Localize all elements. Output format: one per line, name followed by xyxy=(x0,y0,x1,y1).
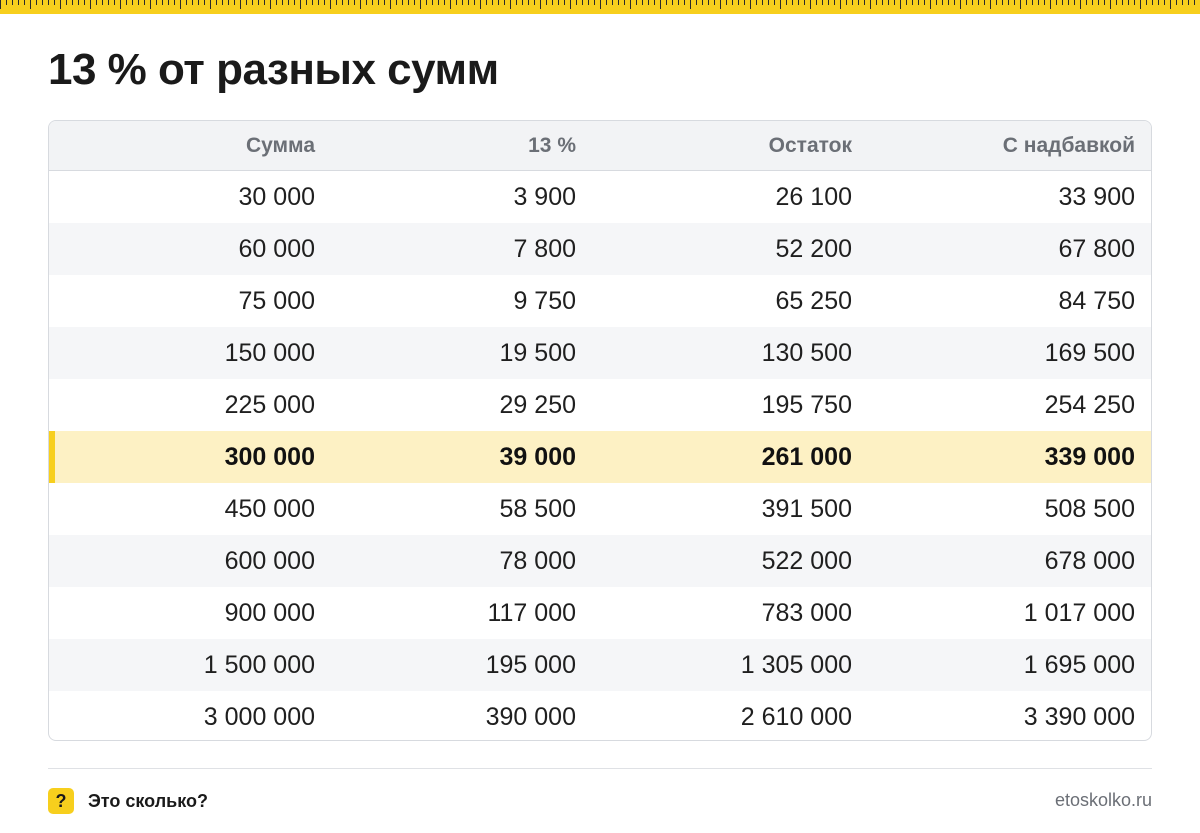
cell-with-surcharge: 508 500 xyxy=(1044,494,1135,523)
cell-amount: 150 000 xyxy=(224,338,315,367)
table-row: 150 000 19 500 130 500 169 500 xyxy=(49,327,1151,379)
cell-percent: 39 000 xyxy=(499,442,576,471)
cell-remainder: 1 305 000 xyxy=(740,650,852,679)
cell-remainder: 130 500 xyxy=(761,338,852,367)
header-percent: 13 % xyxy=(528,133,576,157)
cell-remainder: 65 250 xyxy=(775,286,852,315)
cell-with-surcharge: 1 695 000 xyxy=(1023,650,1135,679)
table-body: 30 000 3 900 26 100 33 900 60 000 7 800 52 200… xyxy=(49,171,1151,740)
cell-remainder: 391 500 xyxy=(761,494,852,523)
cell-percent: 19 500 xyxy=(499,338,576,367)
cell-amount: 75 000 xyxy=(238,286,315,315)
cell-with-surcharge: 678 000 xyxy=(1044,546,1135,575)
footer-divider xyxy=(48,768,1152,769)
cell-amount: 300 000 xyxy=(224,442,315,471)
cell-with-surcharge: 84 750 xyxy=(1058,286,1135,315)
cell-with-surcharge: 339 000 xyxy=(1044,442,1135,471)
question-mark-icon: ? xyxy=(48,788,74,814)
cell-with-surcharge: 33 900 xyxy=(1058,182,1135,211)
page-title: 13 % от разных сумм xyxy=(48,45,499,94)
table-row: 300 000 39 000 261 000 339 000 xyxy=(49,431,1151,483)
cell-percent: 390 000 xyxy=(485,702,576,731)
cell-with-surcharge: 254 250 xyxy=(1044,390,1135,419)
table-header-row: Сумма 13 % Остаток С надбавкой xyxy=(49,121,1151,171)
table-row: 900 000 117 000 783 000 1 017 000 xyxy=(49,587,1151,639)
cell-amount: 1 500 000 xyxy=(203,650,315,679)
table-row: 75 000 9 750 65 250 84 750 xyxy=(49,275,1151,327)
table-row: 225 000 29 250 195 750 254 250 xyxy=(49,379,1151,431)
cell-amount: 900 000 xyxy=(224,598,315,627)
cell-amount: 60 000 xyxy=(238,234,315,263)
percent-table: Сумма 13 % Остаток С надбавкой 30 000 3 9… xyxy=(48,120,1152,741)
header-amount: Сумма xyxy=(245,133,315,157)
cell-percent: 78 000 xyxy=(499,546,576,575)
ruler-stripe xyxy=(0,0,1200,14)
table-row: 30 000 3 900 26 100 33 900 xyxy=(49,171,1151,223)
cell-percent: 7 800 xyxy=(513,234,576,263)
cell-percent: 195 000 xyxy=(485,650,576,679)
highlight-marker xyxy=(49,431,55,483)
cell-with-surcharge: 1 017 000 xyxy=(1023,598,1135,627)
table-row: 60 000 7 800 52 200 67 800 xyxy=(49,223,1151,275)
cell-percent: 58 500 xyxy=(499,494,576,523)
cell-percent: 117 000 xyxy=(487,598,576,627)
brand-logo: ? Это сколько? xyxy=(48,788,208,814)
table-row: 450 000 58 500 391 500 508 500 xyxy=(49,483,1151,535)
cell-percent: 29 250 xyxy=(499,390,576,419)
site-link[interactable]: etoskolko.ru xyxy=(1054,790,1152,810)
cell-percent: 3 900 xyxy=(513,182,576,211)
cell-remainder: 261 000 xyxy=(761,442,852,471)
cell-amount: 3 000 000 xyxy=(203,702,315,731)
cell-with-surcharge: 169 500 xyxy=(1044,338,1135,367)
cell-remainder: 195 750 xyxy=(761,390,852,419)
cell-amount: 30 000 xyxy=(238,182,315,211)
cell-with-surcharge: 3 390 000 xyxy=(1023,702,1135,731)
cell-remainder: 2 610 000 xyxy=(740,702,852,731)
cell-amount: 600 000 xyxy=(224,546,315,575)
brand-name: Это сколько? xyxy=(88,790,208,811)
table-row: 600 000 78 000 522 000 678 000 xyxy=(49,535,1151,587)
cell-remainder: 52 200 xyxy=(775,234,852,263)
cell-remainder: 26 100 xyxy=(775,182,852,211)
cell-amount: 450 000 xyxy=(224,494,315,523)
cell-remainder: 783 000 xyxy=(761,598,852,627)
table-row: 1 500 000 195 000 1 305 000 1 695 000 xyxy=(49,639,1151,691)
header-with-surcharge: С надбавкой xyxy=(1002,133,1135,157)
cell-amount: 225 000 xyxy=(224,390,315,419)
table-row: 3 000 000 390 000 2 610 000 3 390 000 xyxy=(49,691,1151,740)
cell-percent: 9 750 xyxy=(513,286,576,315)
cell-with-surcharge: 67 800 xyxy=(1058,234,1135,263)
cell-remainder: 522 000 xyxy=(761,546,852,575)
header-remainder: Остаток xyxy=(768,133,852,157)
